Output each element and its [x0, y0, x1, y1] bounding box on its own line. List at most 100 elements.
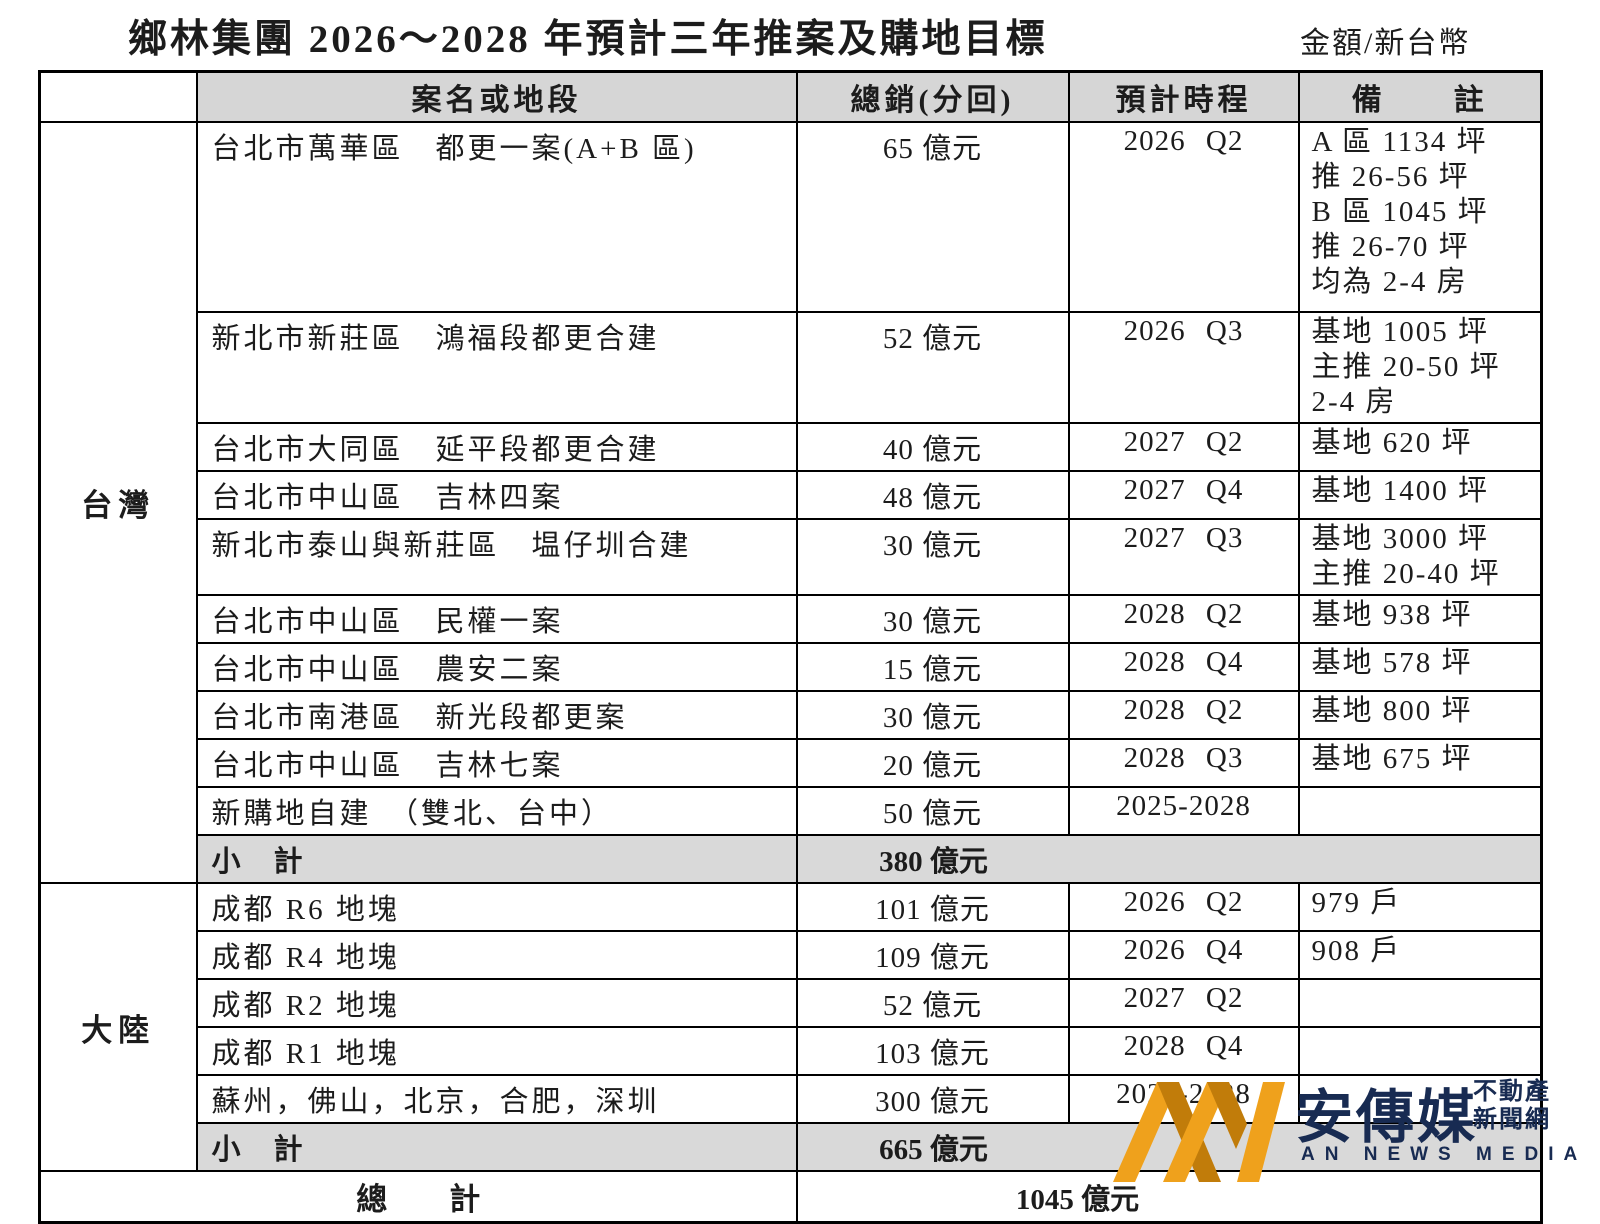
project-name: 新購地自建 （雙北、台中） [195, 786, 798, 836]
project-name: 台北市中山區 民權一案 [195, 594, 798, 644]
project-name: 成都 R6 地塊 [195, 882, 798, 932]
project-amount: 30 億元 [795, 594, 1070, 644]
project-amount: 30 億元 [795, 518, 1070, 596]
table-row: 台北市中山區 農安二案 15 億元 2028 Q4 基地 578 坪 [40, 642, 1543, 692]
taiwan-subtotal-value: 380 億元 [795, 834, 1543, 884]
project-schedule: 2026 Q2 [1067, 882, 1300, 932]
project-schedule: 2028 Q2 [1067, 594, 1300, 644]
project-amount: 109 億元 [795, 930, 1070, 980]
table-row: 新北市泰山與新莊區 塭仔圳合建 30 億元 2027 Q3 基地 3000 坪 … [40, 518, 1543, 596]
project-schedule: 2026 Q4 [1067, 930, 1300, 980]
table-row: 台北市大同區 延平段都更合建 40 億元 2027 Q2 基地 620 坪 [40, 422, 1543, 472]
brand-tagline: 不動產 新聞網 [1473, 1078, 1551, 1134]
project-note: 基地 578 坪 [1297, 642, 1543, 692]
table-row: 台北市中山區 民權一案 30 億元 2028 Q2 基地 938 坪 [40, 594, 1543, 644]
project-schedule: 2027 Q2 [1067, 422, 1300, 472]
project-name: 成都 R1 地塊 [195, 1026, 798, 1076]
project-schedule: 2028 Q4 [1067, 642, 1300, 692]
project-note: A 區 1134 坪 推 26-56 坪 B 區 1045 坪 推 26-70 … [1297, 121, 1543, 313]
project-amount: 103 億元 [795, 1026, 1070, 1076]
project-name: 成都 R2 地塊 [195, 978, 798, 1028]
grand-total-label: 總 計 [38, 1170, 798, 1224]
mainland-subtotal-label: 小 計 [195, 1122, 798, 1172]
mainland-subtotal-value: 665 億元 [795, 1122, 1543, 1172]
project-amount: 300 億元 [795, 1074, 1070, 1124]
table-row: 台北市中山區 吉林四案 48 億元 2027 Q4 基地 1400 坪 [40, 470, 1543, 520]
table-row: 台北市中山區 吉林七案 20 億元 2028 Q3 基地 675 坪 [40, 738, 1543, 788]
project-amount: 20 億元 [795, 738, 1070, 788]
currency-unit-note: 金額/新台幣 [1300, 27, 1471, 60]
project-amount: 50 億元 [795, 786, 1070, 836]
table-row: 成都 R1 地塊 103 億元 2028 Q4 [40, 1026, 1543, 1076]
project-note: 基地 620 坪 [1297, 422, 1543, 472]
project-amount: 30 億元 [795, 690, 1070, 740]
project-schedule: 2026 Q2 [1067, 121, 1300, 313]
project-name: 新北市新莊區 鴻福段都更合建 [195, 311, 798, 424]
table-row: 新北市新莊區 鴻福段都更合建 52 億元 2026 Q3 基地 1005 坪 主… [40, 311, 1543, 424]
project-amount: 65 億元 [795, 121, 1070, 313]
project-note [1297, 1026, 1543, 1076]
region-label-taiwan: 台灣 [38, 121, 198, 884]
project-note: 908 戶 [1297, 930, 1543, 980]
taiwan-subtotal-label: 小 計 [195, 834, 798, 884]
project-schedule: 2028 Q2 [1067, 690, 1300, 740]
project-amount: 48 億元 [795, 470, 1070, 520]
project-note [1297, 786, 1543, 836]
header-note: 備 註 [1297, 70, 1543, 123]
project-name: 成都 R4 地塊 [195, 930, 798, 980]
header-project-name: 案名或地段 [195, 70, 798, 123]
projects-table: 案名或地段 總銷(分回) 預計時程 備 註 台灣 台北市萬華區 都更一案(A+B… [38, 70, 1543, 1224]
brand-name: 安傳媒 [1295, 1085, 1479, 1150]
an-news-media-watermark: 安傳媒 不動產 新聞網 AN NEWS MEDIA [1105, 1068, 1577, 1188]
taiwan-subtotal-row: 小 計 380 億元 [40, 834, 1543, 884]
page-title: 鄉林集團 2026～2028 年預計三年推案及購地目標 [128, 18, 1048, 61]
project-schedule: 2026 Q3 [1067, 311, 1300, 424]
project-note: 基地 1005 坪 主推 20-50 坪 2-4 房 [1297, 311, 1543, 424]
project-schedule: 2027 Q3 [1067, 518, 1300, 596]
header-schedule: 預計時程 [1067, 70, 1300, 123]
brand-tagline-line1: 不動產 [1473, 1078, 1551, 1105]
project-amount: 40 億元 [795, 422, 1070, 472]
table-row: 蘇州，佛山，北京，合肥，深圳 300 億元 2027-2028 [40, 1074, 1543, 1124]
project-name: 台北市中山區 吉林四案 [195, 470, 798, 520]
project-name: 台北市中山區 農安二案 [195, 642, 798, 692]
project-name: 台北市中山區 吉林七案 [195, 738, 798, 788]
brand-tagline-line2: 新聞網 [1473, 1106, 1551, 1133]
region-label-mainland: 大陸 [38, 882, 198, 1172]
table-row: 新購地自建 （雙北、台中） 50 億元 2025-2028 [40, 786, 1543, 836]
project-schedule: 2028 Q4 [1067, 1026, 1300, 1076]
table-row: 大陸 成都 R6 地塊 101 億元 2026 Q2 979 戶 [38, 882, 1543, 1172]
project-amount: 52 億元 [795, 311, 1070, 424]
corner-cell [38, 70, 198, 123]
project-note: 基地 3000 坪 主推 20-40 坪 [1297, 518, 1543, 596]
taiwan-subtotal-amount: 380 億元 [879, 846, 988, 878]
project-note: 979 戶 [1297, 882, 1543, 932]
project-name: 台北市南港區 新光段都更案 [195, 690, 798, 740]
project-note: 基地 938 坪 [1297, 594, 1543, 644]
table-row: 成都 R2 地塊 52 億元 2027 Q2 [40, 978, 1543, 1028]
an-news-media-logo-icon [1113, 1082, 1285, 1182]
project-note [1297, 1074, 1543, 1124]
project-amount: 52 億元 [795, 978, 1070, 1028]
project-note: 基地 1400 坪 [1297, 470, 1543, 520]
table-row: 台北市南港區 新光段都更案 30 億元 2028 Q2 基地 800 坪 [40, 690, 1543, 740]
project-name: 新北市泰山與新莊區 塭仔圳合建 [195, 518, 798, 596]
project-amount: 101 億元 [795, 882, 1070, 932]
table-row: 成都 R4 地塊 109 億元 2026 Q4 908 戶 [40, 930, 1543, 980]
project-name: 台北市萬華區 都更一案(A+B 區) [195, 121, 798, 313]
project-schedule: 2027 Q2 [1067, 978, 1300, 1028]
project-note: 基地 675 坪 [1297, 738, 1543, 788]
project-name: 蘇州，佛山，北京，合肥，深圳 [195, 1074, 798, 1124]
mainland-subtotal-amount: 665 億元 [879, 1134, 988, 1166]
project-note: 基地 800 坪 [1297, 690, 1543, 740]
project-schedule: 2025-2028 [1067, 786, 1300, 836]
project-name: 台北市大同區 延平段都更合建 [195, 422, 798, 472]
project-schedule: 2027 Q4 [1067, 470, 1300, 520]
project-note [1297, 978, 1543, 1028]
table-row: 台灣 台北市萬華區 都更一案(A+B 區) 65 億元 2026 Q2 A 區 … [38, 121, 1543, 884]
header-row: 案名或地段 總銷(分回) 預計時程 備 註 [38, 70, 1543, 123]
mainland-subtotal-row: 小 計 665 億元 [40, 1122, 1543, 1172]
project-schedule: 2028 Q3 [1067, 738, 1300, 788]
brand-subtitle: AN NEWS MEDIA [1301, 1144, 1588, 1165]
header-total-sales: 總銷(分回) [795, 70, 1070, 123]
